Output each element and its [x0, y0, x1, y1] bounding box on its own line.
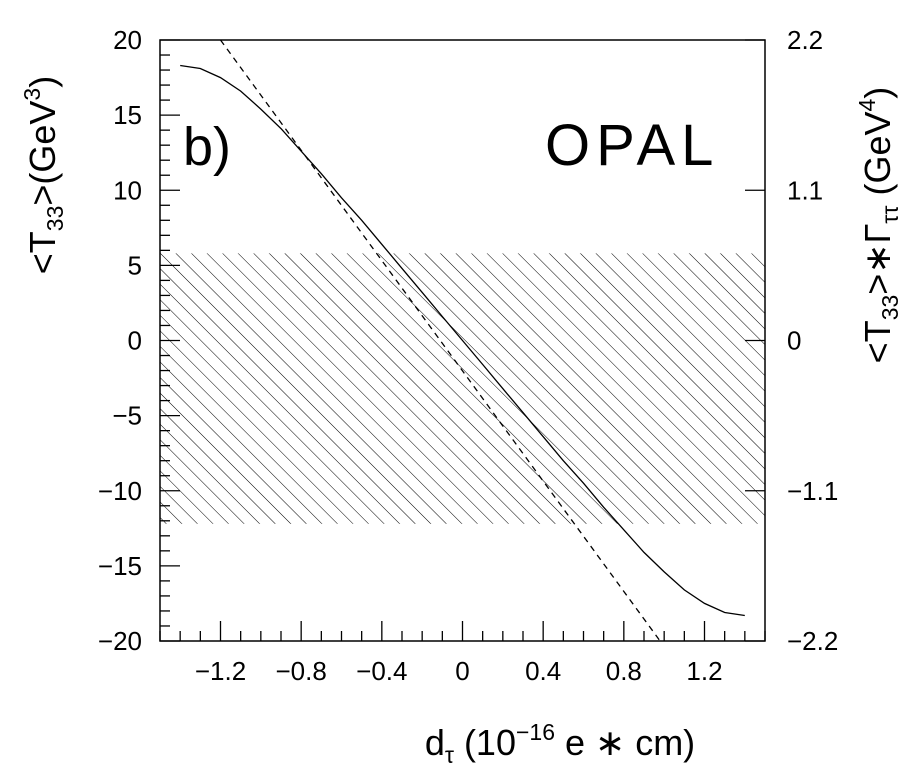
- right-axis-tick-label: 2.2: [787, 25, 823, 55]
- y-tick-label: 15: [113, 100, 142, 130]
- y-tick-label: −10: [98, 476, 142, 506]
- right-axis-tick-label: −2.2: [787, 626, 838, 656]
- tick-layer: −1.2 −0.8 −0.4 0 0.4 0.8 1.2 20 15 10 5 0 −5 −10 −15 −2…: [98, 25, 838, 686]
- y-tick-label: −20: [98, 626, 142, 656]
- x-tick-label: 1.2: [686, 656, 722, 686]
- x-axis-label: dτ (10−16 e ∗ cm): [425, 719, 695, 768]
- right-axis-tick-label: 0: [787, 326, 801, 356]
- x-tick-label: −0.8: [276, 656, 327, 686]
- y-axis-label-left: <T33>(GeV3): [19, 76, 68, 274]
- x-tick-label: −0.4: [356, 656, 407, 686]
- x-tick-label: 0.4: [525, 656, 561, 686]
- y-tick-label: 20: [113, 25, 142, 55]
- x-tick-label: 0.8: [606, 656, 642, 686]
- y-tick-label: −15: [98, 551, 142, 581]
- x-tick-label: 0: [455, 656, 469, 686]
- excluded-region-band: [160, 253, 765, 524]
- x-tick-label: −1.2: [195, 656, 246, 686]
- y-tick-label: 5: [128, 250, 142, 280]
- y-tick-label: 0: [128, 326, 142, 356]
- right-axis-tick-label: −1.1: [787, 476, 838, 506]
- y-axis-label-right: <T33>∗Γττ (GeV4): [854, 87, 903, 364]
- series-layer: [180, 40, 745, 641]
- experiment-label: OPAL: [545, 113, 719, 178]
- y-tick-label: −5: [112, 401, 142, 431]
- right-axis-tick-label: 1.1: [787, 175, 823, 205]
- linear-approximation-line: [219, 40, 661, 641]
- y-tick-label: 10: [113, 175, 142, 205]
- panel-label: b): [183, 117, 231, 177]
- theory-curve: [180, 64, 745, 617]
